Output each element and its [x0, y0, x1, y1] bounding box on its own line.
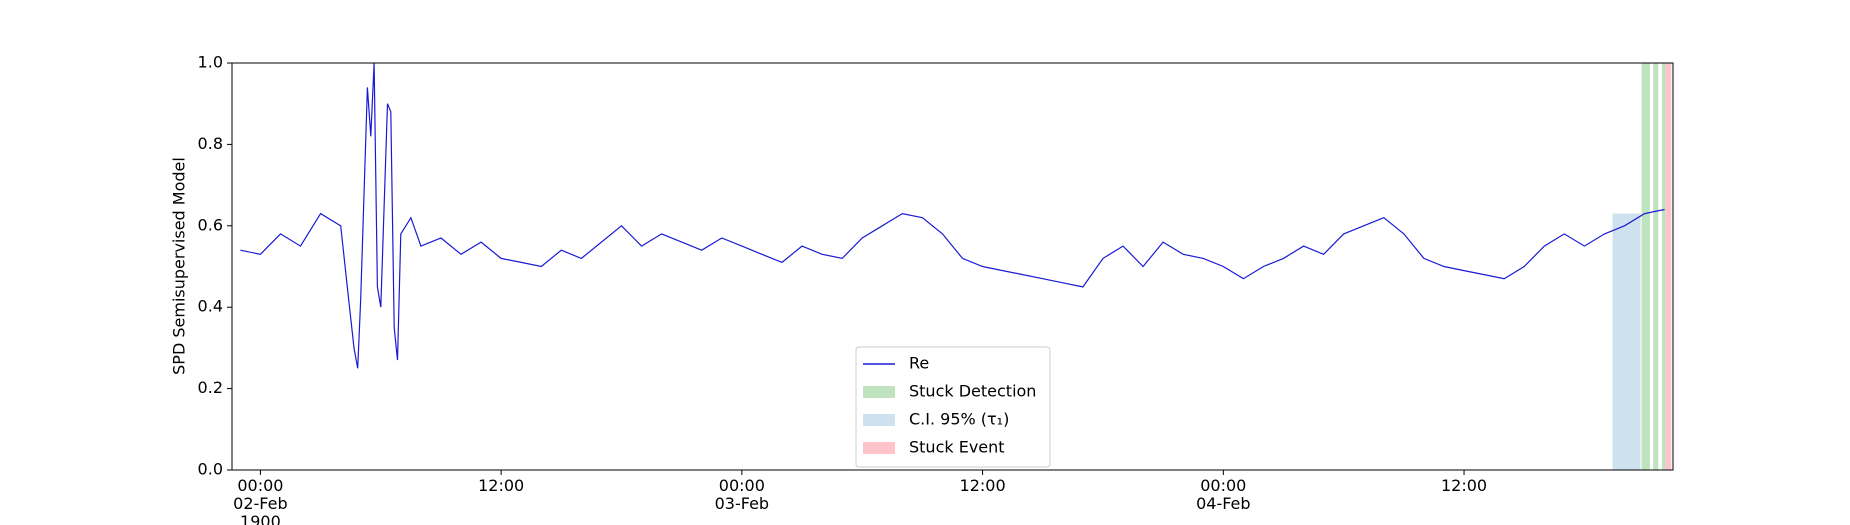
legend-patch	[863, 386, 895, 398]
legend-label: Stuck Event	[909, 438, 1005, 457]
line	[240, 62, 1665, 369]
x-tick-label: 00:00 04-Feb	[1196, 476, 1250, 513]
legend-patch	[863, 414, 895, 426]
span	[1641, 63, 1650, 470]
y-tick-label: 1.0	[198, 53, 223, 72]
y-tick-label: 0.0	[198, 460, 223, 479]
span	[1653, 63, 1659, 470]
legend-box	[855, 346, 1051, 468]
plot-frame	[231, 62, 1674, 471]
x-tick-label: 12:00	[960, 476, 1006, 495]
y-tick-label: 0.6	[198, 215, 223, 234]
span	[1612, 213, 1641, 470]
y-tick-label: 0.8	[198, 134, 223, 153]
legend-label: Re	[909, 354, 929, 373]
y-axis-label: SPD Semisupervised Model	[170, 157, 189, 375]
span	[1661, 63, 1666, 470]
legend-patch	[863, 442, 895, 454]
x-tick-label: 00:00 03-Feb	[715, 476, 769, 513]
y-tick-label: 0.2	[198, 378, 223, 397]
x-tick-label: 12:00	[1441, 476, 1487, 495]
y-tick-label: 0.4	[198, 297, 223, 316]
x-tick-label: 12:00	[478, 476, 524, 495]
legend-label: C.I. 95% (τ₁)	[909, 410, 1009, 429]
span	[1665, 63, 1672, 470]
legend-label: Stuck Detection	[909, 382, 1036, 401]
x-tick-label: 00:00 02-Feb 1900	[233, 476, 287, 525]
